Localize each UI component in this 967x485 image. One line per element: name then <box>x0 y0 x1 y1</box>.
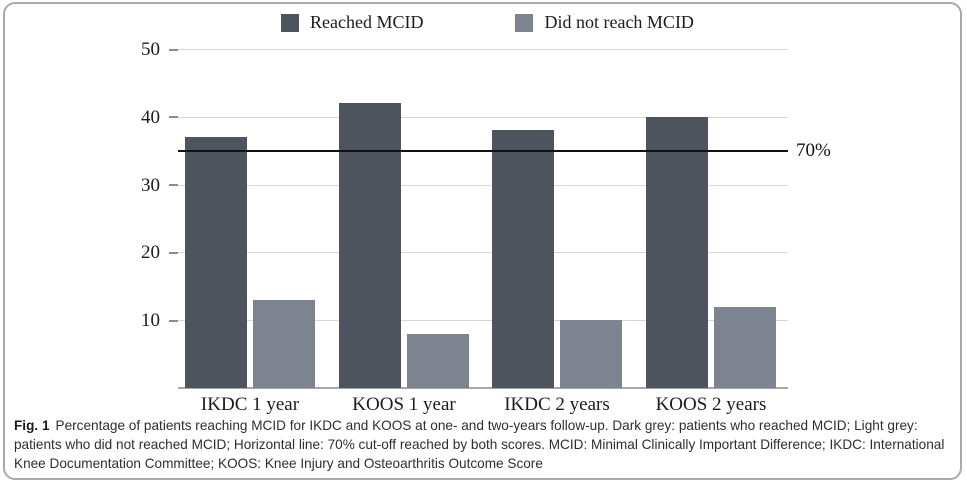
figure-label: Fig. 1 <box>14 418 50 433</box>
cutoff-line-label: 70% <box>796 139 831 161</box>
bar-reached-0 <box>185 137 247 388</box>
x-axis-label-2: IKDC 2 years <box>504 394 610 415</box>
x-axis-label-1: KOOS 1 year <box>352 394 456 415</box>
y-axis-label-40: 40 <box>141 106 160 128</box>
gridline-40 <box>178 116 788 118</box>
light-grey-swatch-icon <box>515 13 534 32</box>
chart-legend: Reached MCID Did not reach MCID <box>281 12 694 33</box>
bar-reached-1 <box>339 103 401 388</box>
bar-not-reached-1 <box>407 333 469 388</box>
y-axis-tick-20 <box>169 251 178 254</box>
y-axis-label-50: 50 <box>141 39 160 60</box>
x-axis-baseline <box>178 387 788 389</box>
legend-label: Did not reach MCID <box>544 12 694 32</box>
dark-grey-swatch-icon <box>281 13 299 32</box>
bar-not-reached-2 <box>560 320 622 388</box>
figure-caption-text: Percentage of patients reaching MCID for… <box>14 418 945 471</box>
y-axis-tick-10 <box>169 319 178 322</box>
legend-item-not-reached: Did not reach MCID <box>515 12 694 33</box>
legend-item-reached: Reached MCID <box>281 12 423 33</box>
y-axis-label-30: 30 <box>141 174 160 196</box>
figure-card: Reached MCID Did not reach MCID 10 20 30 40 5… <box>3 2 962 480</box>
y-axis-label-20: 20 <box>141 242 160 264</box>
bar-reached-2 <box>492 130 554 388</box>
gridline-30 <box>178 184 788 186</box>
mcid-bar-chart: Reached MCID Did not reach MCID 10 20 30 40 5… <box>5 4 960 416</box>
x-axis-label-0: IKDC 1 year <box>200 394 300 415</box>
legend-label: Reached MCID <box>310 12 424 32</box>
bar-not-reached-3 <box>714 306 776 388</box>
gridline-20 <box>178 252 788 254</box>
gridline-50 <box>178 49 788 50</box>
y-axis-tick-30 <box>169 184 178 187</box>
y-axis-tick-40 <box>169 116 178 119</box>
y-axis-label-10: 10 <box>141 310 160 332</box>
y-axis-tick-50 <box>169 48 178 51</box>
plot-area: 10 20 30 40 50 IKDC 1 year KOOS 1 year IKDC 2 y… <box>141 40 831 415</box>
bar-reached-3 <box>646 116 708 388</box>
figure-caption: Fig. 1 Percentage of patients reaching MC… <box>14 416 948 473</box>
gridline-10 <box>178 320 788 322</box>
bar-not-reached-0 <box>253 299 315 388</box>
x-axis-label-3: KOOS 2 years <box>655 394 767 415</box>
cutoff-line <box>178 149 788 152</box>
